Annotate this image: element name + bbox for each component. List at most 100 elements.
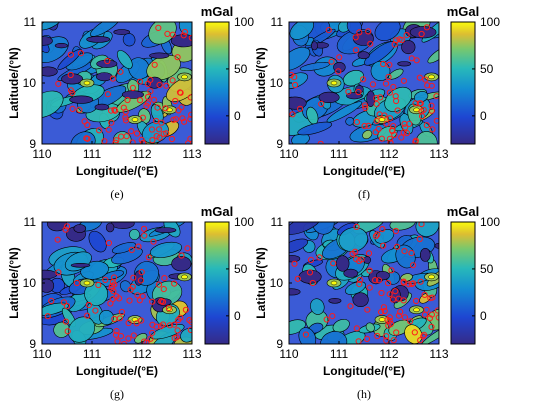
survey-marker — [386, 291, 393, 298]
survey-marker — [175, 107, 182, 114]
survey-marker — [389, 127, 396, 134]
x-axis-label: Longitude/(°E) — [76, 164, 158, 178]
survey-marker — [413, 297, 420, 305]
anomaly-blob — [98, 310, 114, 325]
survey-marker — [165, 304, 172, 312]
colorbar-gradient-bar — [204, 21, 230, 145]
survey-marker — [166, 322, 173, 329]
survey-marker — [402, 124, 409, 131]
survey-marker — [143, 339, 150, 344]
survey-marker — [361, 102, 368, 109]
survey-marker — [423, 24, 430, 31]
survey-marker — [153, 133, 160, 140]
low-blob — [171, 256, 192, 272]
survey-marker — [394, 243, 401, 250]
survey-marker — [400, 77, 407, 84]
survey-marker — [92, 307, 99, 314]
anomaly-blob — [389, 222, 416, 231]
low-blob — [318, 91, 340, 103]
survey-marker — [397, 308, 404, 315]
survey-marker — [396, 36, 403, 43]
y-tick-label: 9 — [29, 337, 36, 351]
survey-marker — [124, 96, 131, 104]
survey-marker — [172, 97, 179, 105]
colorbar-tick-label: 50 — [234, 262, 248, 276]
survey-marker — [109, 75, 117, 82]
low-blob — [146, 76, 163, 89]
low-blob — [298, 269, 322, 284]
x-tick-label: 111 — [330, 147, 349, 161]
survey-marker — [400, 297, 407, 304]
survey-marker — [411, 329, 418, 336]
survey-marker — [323, 316, 330, 323]
anomaly-blob — [289, 238, 309, 254]
low-blob — [61, 73, 84, 85]
y-tick-label: 11 — [24, 215, 37, 229]
anomaly-blob — [427, 46, 439, 64]
survey-marker — [345, 88, 352, 95]
survey-marker — [421, 291, 428, 298]
survey-marker — [372, 277, 379, 284]
survey-marker — [159, 298, 167, 305]
survey-marker — [391, 41, 398, 48]
low-blob — [289, 288, 301, 296]
survey-marker — [387, 139, 394, 144]
survey-marker — [353, 325, 360, 332]
survey-marker — [67, 51, 75, 58]
survey-marker — [385, 73, 392, 81]
panel-label: (g) — [110, 387, 124, 401]
survey-marker — [389, 296, 397, 303]
anomaly-blob — [90, 22, 121, 37]
y-tick-label: 9 — [276, 337, 283, 351]
survey-marker — [386, 115, 394, 122]
survey-marker — [62, 318, 70, 325]
survey-marker — [393, 97, 400, 105]
anomaly-blob — [297, 121, 333, 136]
low-blob — [42, 36, 53, 46]
survey-marker — [148, 126, 156, 133]
colorbar-tick-label: 50 — [480, 262, 494, 276]
survey-marker — [163, 130, 170, 137]
survey-marker — [136, 297, 143, 304]
survey-marker — [378, 135, 385, 142]
anomaly-blob — [149, 241, 183, 258]
survey-marker — [420, 333, 427, 340]
survey-marker — [392, 227, 399, 235]
low-blob — [289, 255, 301, 263]
high-core — [378, 317, 386, 322]
survey-marker — [413, 57, 420, 64]
survey-marker — [171, 335, 178, 342]
colorbar-tick-label: 0 — [480, 109, 487, 123]
anomaly-blob — [129, 229, 140, 240]
survey-marker — [117, 68, 124, 75]
survey-marker — [102, 276, 109, 283]
anomaly-blob — [111, 242, 137, 254]
survey-marker — [393, 37, 400, 44]
marker-layer — [44, 223, 192, 344]
survey-marker — [401, 248, 408, 255]
colorbar-unit: mGal — [447, 204, 480, 219]
survey-marker — [330, 260, 337, 267]
low-blob — [73, 224, 87, 233]
survey-marker — [377, 94, 384, 101]
survey-marker — [378, 289, 385, 297]
survey-marker — [292, 81, 299, 89]
anomaly-blob — [365, 322, 375, 333]
survey-marker — [385, 322, 392, 329]
survey-marker — [422, 76, 429, 83]
survey-marker — [184, 245, 191, 252]
survey-marker — [129, 139, 136, 144]
survey-marker — [151, 61, 158, 68]
survey-marker — [379, 226, 386, 233]
anomaly-blob — [421, 323, 439, 344]
x-tick-label: 111 — [83, 147, 102, 161]
survey-marker — [133, 130, 141, 137]
low-blob — [434, 243, 439, 249]
colorbar-tick-label: 0 — [480, 309, 487, 323]
colorbar-tick-label: 50 — [480, 62, 494, 76]
survey-marker — [185, 140, 192, 144]
anomaly-blob — [134, 333, 148, 344]
anomaly-blob — [320, 331, 348, 344]
